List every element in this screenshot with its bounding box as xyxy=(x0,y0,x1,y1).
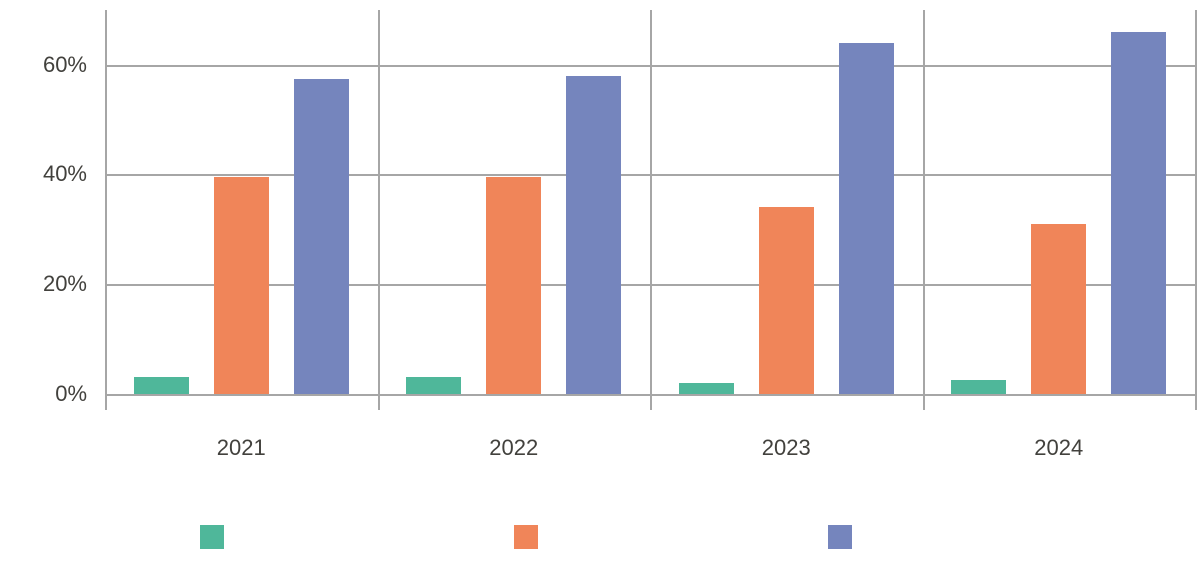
bar xyxy=(214,177,269,393)
bar xyxy=(759,207,814,393)
plot-area: 0%20%40%60%2021202220232024 xyxy=(105,10,1195,410)
bar xyxy=(406,377,461,393)
bar xyxy=(1111,32,1166,394)
grouped-bar-chart: 0% 20% 40% 60% 2021 2022 2023 2024 xyxy=(0,0,1200,584)
legend xyxy=(200,525,862,549)
bar xyxy=(486,177,541,393)
legend-item xyxy=(200,525,234,549)
legend-swatch xyxy=(200,525,224,549)
gridline-vertical xyxy=(378,10,380,410)
legend-swatch xyxy=(828,525,852,549)
bar xyxy=(294,79,349,394)
gridline-vertical xyxy=(650,10,652,410)
bar xyxy=(566,76,621,394)
legend-item xyxy=(514,525,548,549)
gridline-vertical xyxy=(923,10,925,410)
bar xyxy=(134,377,189,393)
x-tick-label: 2022 xyxy=(489,435,538,461)
y-tick-label: 40% xyxy=(43,161,87,187)
bar xyxy=(839,43,894,394)
y-tick-label: 0% xyxy=(55,381,87,407)
gridline-vertical xyxy=(1195,10,1197,410)
legend-swatch xyxy=(514,525,538,549)
legend-item xyxy=(828,525,862,549)
y-tick-label: 60% xyxy=(43,52,87,78)
bar xyxy=(679,383,734,394)
y-tick-label: 20% xyxy=(43,271,87,297)
gridline-vertical xyxy=(105,10,107,410)
x-tick-label: 2021 xyxy=(217,435,266,461)
x-tick-label: 2023 xyxy=(762,435,811,461)
bar xyxy=(1031,224,1086,394)
bar xyxy=(951,380,1006,394)
x-tick-label: 2024 xyxy=(1034,435,1083,461)
